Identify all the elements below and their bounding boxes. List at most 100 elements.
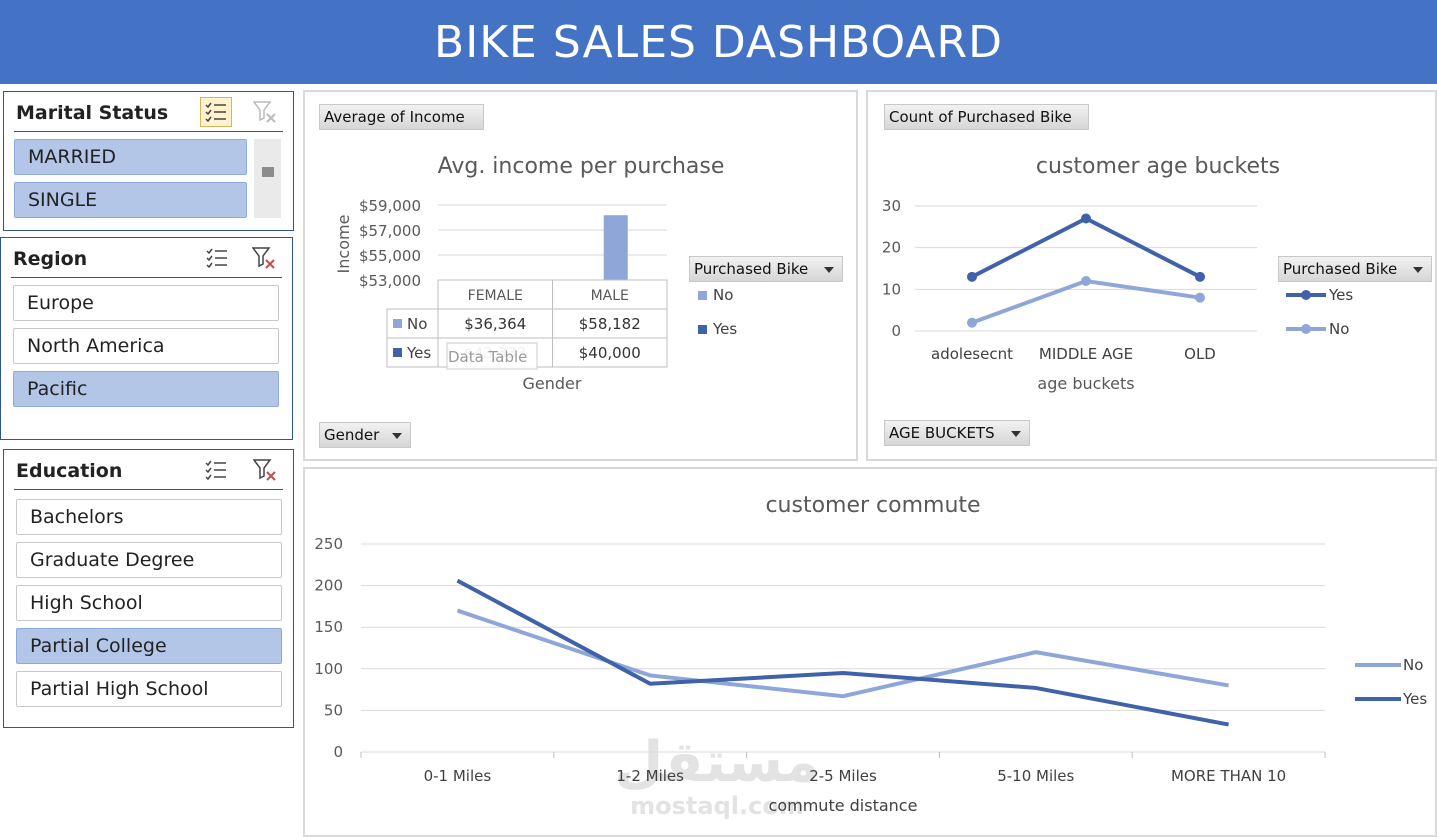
x-tick-label: OLD <box>1184 345 1216 363</box>
slicer-title: Education <box>16 460 123 482</box>
chart-title: customer commute <box>765 493 980 518</box>
x-tick-label: MIDDLE AGE <box>1039 345 1133 363</box>
income-chart: Avg. income per purchase $53,000 $55,000 $5… <box>334 154 737 393</box>
x-axis-label: commute distance <box>769 796 918 815</box>
legend-field-button[interactable]: Purchased Bike <box>689 256 843 282</box>
y-tick-label: 50 <box>324 701 343 719</box>
dashboard-title: BIKE SALES DASHBOARD <box>434 16 1003 68</box>
slicer-item-partial-high-school[interactable]: Partial High School <box>16 671 282 707</box>
multi-select-icon[interactable] <box>200 455 232 485</box>
slicer-header: Education <box>14 450 283 490</box>
legend-key <box>393 348 402 357</box>
slicer-scrollbar[interactable] <box>254 139 281 218</box>
series-line-yes <box>456 578 1229 727</box>
slicer-item-europe[interactable]: Europe <box>13 285 279 321</box>
x-tick-label: MORE THAN 10 <box>1171 767 1286 785</box>
y-tick-label: 10 <box>882 280 901 298</box>
legend-label: Yes <box>1402 690 1427 708</box>
y-tick-label: 30 <box>882 197 901 215</box>
data-label: $36,364 <box>464 315 526 333</box>
legend-key <box>698 325 707 334</box>
slicer-item-graduate-degree[interactable]: Graduate Degree <box>16 542 282 578</box>
tooltip-box <box>446 342 538 370</box>
axis-field-button[interactable]: AGE BUCKETS <box>884 420 1030 446</box>
slicer-item-married[interactable]: MARRIED <box>14 139 247 175</box>
data-label: $58,182 <box>579 315 641 333</box>
legend-label: No <box>713 286 733 304</box>
slicer-item-single[interactable]: SINGLE <box>14 182 247 218</box>
slicer-title: Marital Status <box>16 102 169 124</box>
legend-key <box>698 291 707 300</box>
age-chart: customer age buckets 0 10 20 30 adolesecnt MID… <box>882 154 1353 393</box>
legend-key-marker <box>1301 290 1311 300</box>
clear-filter-icon[interactable] <box>249 243 279 273</box>
slicer-item-high-school[interactable]: High School <box>16 585 282 621</box>
y-tick-label: $55,000 <box>359 247 421 265</box>
data-table-series-label: Yes <box>406 344 431 362</box>
axis-field-button[interactable]: Gender <box>319 422 411 448</box>
multi-select-icon[interactable] <box>200 97 232 127</box>
slicer-header: Marital Status <box>14 92 283 132</box>
y-tick-label: 0 <box>891 322 901 340</box>
slicer-item-pacific[interactable]: Pacific <box>13 371 279 407</box>
clear-filter-icon[interactable] <box>250 455 280 485</box>
x-tick-label: 5-10 Miles <box>997 767 1074 785</box>
slicer-region: Region Europe North America Pacific <box>0 237 293 440</box>
value-field-button[interactable]: Count of Purchased Bike <box>884 104 1089 130</box>
x-tick-label: adolesecnt <box>931 345 1013 363</box>
series-line-no <box>971 278 1201 325</box>
legend-field-label: Purchased Bike <box>694 260 809 278</box>
y-tick-label: 200 <box>314 577 343 595</box>
y-tick-label: 250 <box>314 535 343 553</box>
x-tick-label: FEMALE <box>468 288 523 304</box>
data-point-no <box>967 317 977 328</box>
value-field-button[interactable]: Average of Income <box>319 104 484 130</box>
dashboard-banner: BIKE SALES DASHBOARD <box>0 0 1437 84</box>
legend-field-button[interactable]: Purchased Bike <box>1278 256 1432 282</box>
data-point-yes <box>1081 213 1091 224</box>
data-table-series-label: No <box>407 315 427 333</box>
clear-filter-icon[interactable] <box>250 97 280 127</box>
scrollbar-thumb[interactable] <box>262 167 274 177</box>
legend-field-label: Purchased Bike <box>1283 260 1398 278</box>
legend-label: Yes <box>1328 286 1353 304</box>
chart-title: Avg. income per purchase <box>438 154 725 179</box>
legend-label: No <box>1329 320 1349 338</box>
y-tick-label: $53,000 <box>359 272 421 290</box>
slicer-item-bachelors[interactable]: Bachelors <box>16 499 282 535</box>
data-point-no <box>1081 276 1091 286</box>
watermark-arabic: مستقل <box>615 730 820 795</box>
chart-title: customer age buckets <box>1036 154 1280 179</box>
panel-age-chart: Count of Purchased Bike AGE BUCKETS Purc… <box>866 90 1437 461</box>
slicer-title: Region <box>13 248 88 270</box>
panel-commute-chart: مستقل mostaql.com customer commute 0 50 100 15… <box>303 467 1437 837</box>
watermark-latin: mostaql.com <box>630 792 804 820</box>
tooltip-text: Data Table <box>448 348 527 366</box>
x-tick-label: 1-2 Miles <box>616 767 684 785</box>
data-point-yes <box>967 271 977 282</box>
data-point-no <box>1195 292 1205 303</box>
y-tick-label: 0 <box>333 743 343 761</box>
x-tick-label: MALE <box>591 288 629 304</box>
x-axis-label: Gender <box>523 374 582 393</box>
axis-field-label: Gender <box>324 426 380 444</box>
legend-key <box>393 319 402 328</box>
bar-no <box>603 215 628 280</box>
y-tick-label: 20 <box>882 239 901 257</box>
y-tick-label: 150 <box>314 618 343 636</box>
slicer-marital-status: Marital Status MARRIED SINGLE <box>3 91 294 231</box>
y-axis-label: Income <box>334 215 353 274</box>
y-tick-label: 100 <box>314 660 343 678</box>
y-tick-label: $57,000 <box>359 222 421 240</box>
legend-label: Yes <box>712 320 737 338</box>
slicer-header: Region <box>11 238 282 278</box>
slicer-education: Education Bachelors Graduate Degree High… <box>3 449 294 728</box>
legend-label: No <box>1403 656 1423 674</box>
slicer-item-north-america[interactable]: North America <box>13 328 279 364</box>
data-label: $40,000 <box>579 344 641 362</box>
series-line-no <box>456 608 1229 699</box>
slicer-item-partial-college[interactable]: Partial College <box>16 628 282 664</box>
x-tick-label: 0-1 Miles <box>424 767 492 785</box>
multi-select-icon[interactable] <box>201 243 233 273</box>
